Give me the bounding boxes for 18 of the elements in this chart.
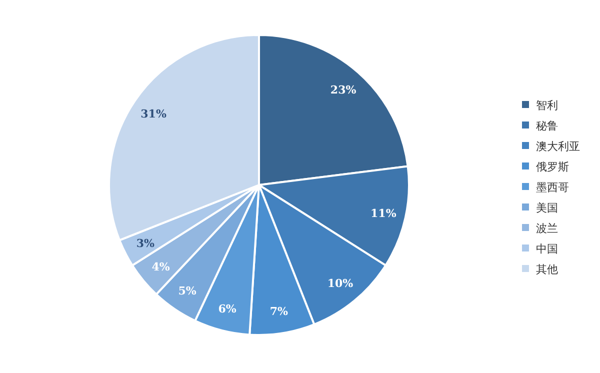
legend-label: 美国 xyxy=(536,202,558,214)
data-label: 6% xyxy=(218,302,237,316)
data-label: 11% xyxy=(370,206,397,220)
legend-label: 秘鲁 xyxy=(536,120,558,132)
data-label: 10% xyxy=(327,277,354,290)
data-label: 5% xyxy=(178,284,197,298)
legend-label: 智利 xyxy=(536,99,558,112)
legend-label: 波兰 xyxy=(536,222,558,235)
data-label: 3% xyxy=(136,236,155,250)
legend-label: 俄罗斯 xyxy=(536,160,569,174)
data-label: 4% xyxy=(152,260,170,274)
data-label: 23% xyxy=(330,83,357,96)
data-label: 7% xyxy=(270,304,289,318)
legend-label: 中国 xyxy=(536,242,558,256)
legend-label: 澳大利亚 xyxy=(536,140,580,153)
data-label: 31% xyxy=(140,107,167,120)
legend-label: 墨西哥 xyxy=(536,181,569,194)
legend-label: 其他 xyxy=(536,263,558,276)
